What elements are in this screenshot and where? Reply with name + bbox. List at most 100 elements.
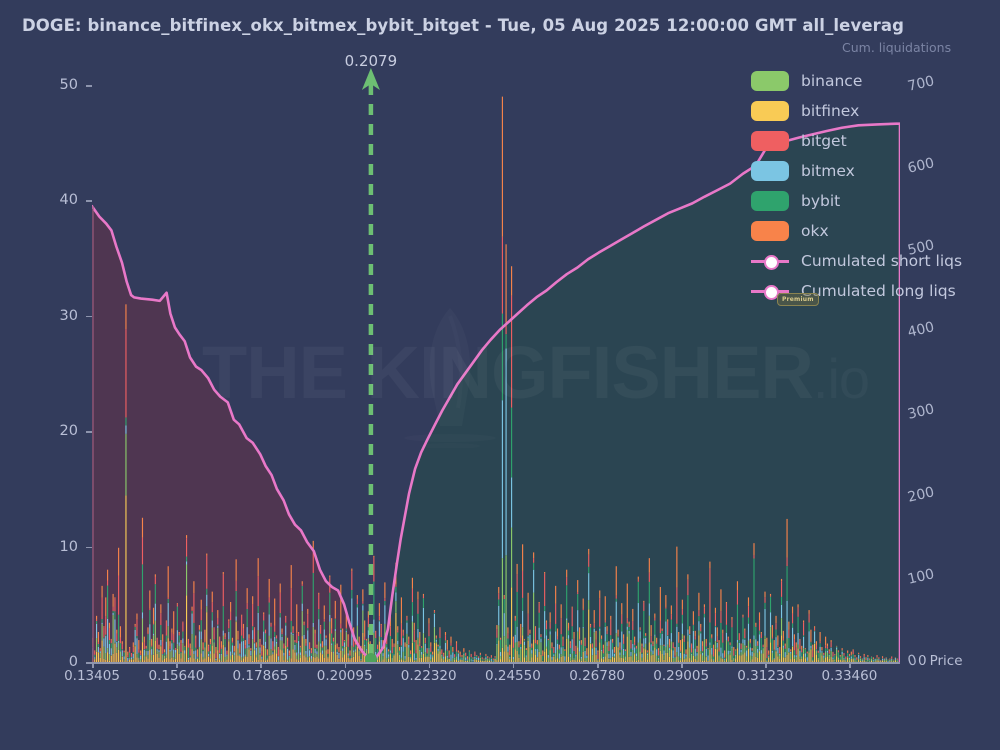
liquidation-bar-segment [637,576,639,580]
liquidation-bar-segment [584,657,586,661]
liquidation-bar-segment [231,637,234,642]
liquidation-bar-segment [556,628,559,637]
liquidation-bar-segment [837,657,840,660]
liquidation-bar-segment [678,632,680,643]
liquidation-bar-segment [793,655,795,657]
liquidation-bar-segment [237,630,239,640]
liquidation-bar-segment [865,657,867,659]
liquidation-bar-segment [290,588,292,621]
liquidation-bar-segment [538,603,540,613]
liquidation-bar-segment [325,637,327,639]
liquidation-bar-segment [138,657,140,659]
liquidation-bar-segment [501,96,503,237]
liquidation-bar-segment [637,603,639,643]
legend-item-bitfinex[interactable]: bitfinex [751,96,991,126]
liquidation-bar-segment [746,645,748,648]
liquidation-bar-segment [848,653,851,655]
liquidation-bar-segment [569,661,571,662]
liquidation-bar-segment [657,660,660,662]
legend-item-cumulated-short-liqs[interactable]: Cumulated short liqs [751,246,991,276]
liquidation-bar-segment [602,644,604,649]
liquidation-bar-segment [766,661,768,662]
liquidation-bar-segment [668,645,671,648]
liquidation-bar-segment [746,656,748,661]
liquidation-bar-segment [703,660,705,662]
liquidation-bar-segment [171,640,173,644]
liquidation-bar-segment [522,570,524,598]
liquidation-bar-segment [211,602,213,613]
liquidation-bar-segment [665,647,667,653]
liquidation-bar-segment [764,609,766,636]
liquidation-bar-segment [520,623,522,638]
liquidation-bar-segment [766,637,768,648]
liquidation-bar-segment [773,649,775,651]
liquidation-bar-segment [758,612,761,621]
liquidation-bar-segment [505,348,507,556]
liquidation-bar-segment [654,620,656,635]
liquidation-bar-segment [274,631,276,637]
liquidation-bar-segment [619,642,621,649]
liquidation-bar-segment [255,657,257,662]
liquidation-bar-segment [452,658,454,662]
liquidation-bar-segment [775,629,777,638]
liquidation-bar-segment [512,659,514,662]
liquidation-bar-segment [674,647,676,655]
liquidation-bar-segment [597,659,599,661]
liquidation-bar-segment [599,626,601,629]
liquidation-bar-segment [569,648,571,655]
liquidation-bar-segment [578,651,581,660]
liquidation-bar-segment [747,648,750,662]
liquidation-bar-segment [248,646,250,650]
liquidation-bar-segment [123,656,125,660]
liquidation-bar-segment [450,642,452,646]
liquidation-bar-segment [351,598,353,646]
liquidation-bar-segment [615,601,617,634]
liquidation-bar-segment [735,658,737,662]
legend-item-binance[interactable]: binance [751,66,991,96]
legend-item-bitget[interactable]: bitget [751,126,991,156]
legend-item-okx[interactable]: okx [751,216,991,246]
liquidation-bar-segment [320,646,322,653]
legend-item-cumulated-long-liqs[interactable]: Cumulated long liqs [751,276,991,306]
liquidation-bar-segment [158,644,160,650]
liquidation-bar-segment [163,655,166,659]
liquidation-bar-segment [668,648,671,651]
liquidation-bar-segment [566,577,568,586]
liquidation-bar-segment [402,632,404,636]
liquidation-bar-segment [476,655,478,656]
liquidation-bar-segment [744,628,746,631]
liquidation-bar-segment [545,635,548,647]
liquidation-bar-segment [382,656,384,660]
premium-badge[interactable]: Premium [777,293,819,306]
liquidation-bar-segment [292,633,294,634]
liquidation-bar-segment [288,653,290,656]
liquidation-bar-segment [698,635,700,662]
liquidation-bar-segment [826,651,829,653]
liquidation-bar-segment [110,655,112,656]
legend-item-bitmex[interactable]: bitmex [751,156,991,186]
liquidation-bar-segment [556,639,559,644]
liquidation-bar-segment [290,632,292,635]
liquidation-bar-segment [560,647,562,655]
liquidation-bar-segment [443,658,445,661]
liquidation-bar-segment [845,660,847,662]
liquidation-bar-segment [555,623,557,632]
liquidation-bar-segment [358,650,360,652]
liquidation-bar-segment [286,659,289,661]
liquidation-bar-segment [580,644,582,657]
legend-item-bybit[interactable]: bybit [751,186,991,216]
liquidation-bar-segment [147,654,149,659]
liquidation-bar-segment [268,597,270,603]
liquidation-bar-segment [101,597,103,620]
liquidation-bar-segment [672,650,674,659]
liquidation-bar-segment [316,654,318,657]
liquidation-bar-segment [468,650,470,652]
liquidation-bar-segment [358,636,360,643]
liquidation-bar-segment [815,644,817,650]
liquidation-bar-segment [169,648,171,650]
liquidation-bar-segment [176,648,178,662]
liquidation-bar-segment [575,646,577,655]
liquidation-bar-segment [700,654,702,662]
liquidation-bar-segment [843,658,845,660]
